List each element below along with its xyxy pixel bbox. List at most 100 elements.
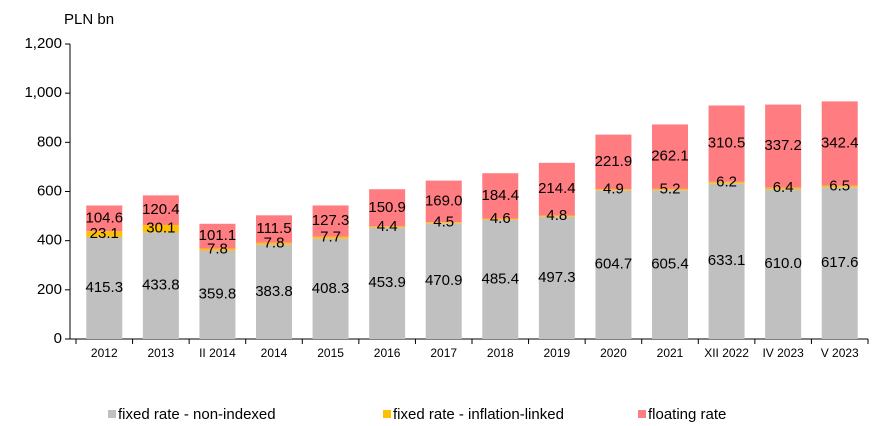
x-tick-label: IV 2023 bbox=[762, 346, 804, 360]
y-tick-label: 600 bbox=[37, 182, 62, 199]
data-label: 605.4 bbox=[651, 256, 689, 273]
y-tick-label: 400 bbox=[37, 232, 62, 249]
bar-segment bbox=[482, 173, 519, 219]
data-label: 127.3 bbox=[312, 212, 350, 229]
bar-segment bbox=[708, 181, 745, 184]
x-tick-label: XII 2022 bbox=[704, 346, 749, 360]
bar-segment bbox=[821, 185, 858, 188]
bar-segment bbox=[595, 190, 632, 339]
data-label: 453.9 bbox=[368, 274, 406, 291]
bar-segment bbox=[86, 231, 123, 237]
data-label: 111.5 bbox=[256, 220, 291, 237]
x-tick-label: 2015 bbox=[317, 346, 344, 360]
data-label: 4.4 bbox=[377, 218, 398, 235]
bar-segment bbox=[199, 250, 236, 339]
data-label: 310.5 bbox=[708, 135, 746, 152]
y-tick-label: 800 bbox=[37, 133, 62, 150]
data-label: 6.5 bbox=[829, 177, 850, 194]
bar-segment bbox=[821, 187, 858, 339]
data-label: 633.1 bbox=[708, 252, 746, 269]
data-label: 214.4 bbox=[538, 180, 576, 197]
bar-segment bbox=[425, 223, 462, 339]
bar-segment bbox=[765, 189, 802, 339]
x-tick-label: 2014 bbox=[261, 346, 288, 360]
data-label: 120.4 bbox=[142, 201, 180, 218]
x-tick-label: 2020 bbox=[600, 346, 627, 360]
data-label: 262.1 bbox=[651, 148, 689, 165]
data-label: 604.7 bbox=[595, 256, 633, 273]
x-tick-label: 2012 bbox=[91, 346, 118, 360]
data-label: 342.4 bbox=[821, 134, 859, 151]
data-label: 4.8 bbox=[546, 207, 567, 224]
legend-swatch bbox=[383, 410, 391, 418]
bar-segment bbox=[256, 215, 292, 243]
data-label: 359.8 bbox=[199, 286, 237, 303]
data-label: 101.1 bbox=[199, 227, 237, 244]
data-label: 4.5 bbox=[433, 214, 454, 231]
bar-segment bbox=[86, 205, 123, 232]
x-tick-label: 2016 bbox=[374, 346, 401, 360]
y-tick-label: 1,200 bbox=[24, 35, 62, 52]
bar-segment bbox=[312, 205, 349, 237]
y-tick-label: 1,000 bbox=[24, 84, 62, 101]
data-label: 610.0 bbox=[764, 255, 802, 272]
x-tick-label: II 2014 bbox=[199, 346, 236, 360]
bar-segment bbox=[765, 104, 802, 188]
bar-segment bbox=[425, 180, 462, 223]
data-label: 408.3 bbox=[312, 280, 350, 297]
legend-label: fixed rate - inflation-linked bbox=[393, 406, 564, 423]
data-label: 337.2 bbox=[764, 137, 802, 154]
data-label: 4.9 bbox=[603, 181, 624, 198]
data-label: 617.6 bbox=[821, 254, 859, 271]
legend-swatch bbox=[108, 410, 116, 418]
bar-segment bbox=[538, 162, 575, 216]
data-label: 7.7 bbox=[320, 229, 341, 246]
bar-segment bbox=[595, 134, 632, 190]
data-label: 7.8 bbox=[264, 235, 285, 252]
bar-segment bbox=[595, 189, 632, 191]
x-tick-label: 2018 bbox=[487, 346, 514, 360]
y-tick-label: 200 bbox=[37, 281, 62, 298]
bar-segment bbox=[86, 236, 123, 339]
bar-segment bbox=[312, 238, 349, 339]
legend-label: fixed rate - non-indexed bbox=[118, 406, 276, 423]
bar-segment bbox=[425, 222, 462, 224]
data-label: 104.6 bbox=[86, 209, 124, 226]
bar-segment bbox=[312, 236, 349, 239]
bar-segment bbox=[142, 224, 179, 233]
bar-segment bbox=[652, 190, 688, 339]
data-label: 470.9 bbox=[425, 272, 463, 289]
x-tick-label: V 2023 bbox=[821, 346, 859, 360]
data-label: 433.8 bbox=[142, 277, 180, 294]
bar-segment bbox=[708, 183, 745, 339]
x-tick-label: 2013 bbox=[148, 346, 175, 360]
data-label: 23.1 bbox=[90, 225, 119, 242]
data-label: 169.0 bbox=[425, 192, 463, 209]
bar-segment bbox=[369, 226, 406, 228]
data-label: 221.9 bbox=[595, 153, 633, 170]
bar-segment bbox=[708, 105, 745, 182]
x-tick-label: 2019 bbox=[544, 346, 571, 360]
data-label: 6.2 bbox=[716, 174, 737, 191]
y-axis-label: PLN bn bbox=[64, 11, 114, 28]
bar-segment bbox=[256, 242, 292, 245]
data-label: 6.4 bbox=[773, 179, 794, 196]
x-tick-label: 2017 bbox=[430, 346, 457, 360]
bar-segment bbox=[821, 101, 858, 186]
data-label: 4.6 bbox=[490, 210, 511, 227]
data-label: 383.8 bbox=[255, 283, 293, 300]
bar-segment bbox=[142, 195, 179, 225]
bar-segment bbox=[199, 248, 236, 251]
legend-swatch bbox=[638, 410, 646, 418]
data-label: 415.3 bbox=[86, 279, 124, 296]
bar-segment bbox=[765, 187, 802, 190]
bar-segment bbox=[538, 215, 575, 217]
data-label: 5.2 bbox=[660, 181, 681, 198]
legend-label: floating rate bbox=[648, 406, 726, 423]
bar-segment bbox=[482, 218, 519, 220]
data-label: 30.1 bbox=[146, 220, 175, 237]
bar-segment bbox=[652, 188, 688, 191]
bar-segment bbox=[369, 227, 406, 339]
y-tick-label: 0 bbox=[54, 330, 62, 347]
